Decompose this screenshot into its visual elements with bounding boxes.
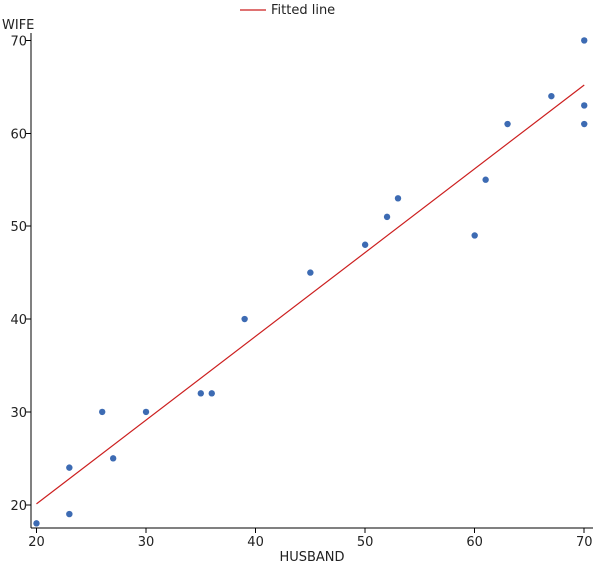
data-point — [548, 92, 555, 100]
data-points-layer — [33, 37, 588, 527]
data-point — [197, 390, 205, 397]
data-point — [581, 102, 588, 109]
data-point — [142, 408, 150, 416]
x-tick-label: 20 — [28, 535, 45, 550]
y-tick-label: 30 — [10, 406, 27, 421]
x-tick-label: 30 — [138, 535, 155, 550]
data-point — [109, 455, 117, 462]
data-point — [66, 464, 73, 471]
data-point — [66, 510, 73, 518]
data-point — [383, 213, 391, 221]
x-tick-label: 70 — [576, 535, 593, 550]
data-point — [471, 232, 478, 239]
data-point — [361, 241, 369, 248]
data-point — [581, 37, 588, 44]
y-tick-label: 50 — [10, 220, 27, 235]
x-tick-label: 50 — [357, 535, 374, 550]
x-tick-label: 40 — [247, 535, 264, 550]
data-point — [581, 120, 588, 128]
data-point — [482, 176, 489, 183]
y-tick-label: 70 — [10, 34, 27, 49]
data-point — [241, 315, 248, 323]
x-axis-title: HUSBAND — [279, 550, 344, 565]
x-tick-label: 60 — [466, 535, 483, 550]
legend: Fitted line — [240, 3, 335, 18]
fitted-line-layer — [36, 84, 585, 505]
y-tick-label: 20 — [10, 499, 27, 514]
fitted-line — [36, 84, 585, 505]
legend-label-fitted-line: Fitted line — [271, 3, 335, 18]
y-axis-title: WIFE — [2, 18, 34, 33]
data-point — [99, 408, 106, 416]
y-tick-label: 60 — [10, 127, 27, 142]
axis-ticks: 20 30 40 50 60 70 20 30 40 50 60 70 — [10, 34, 592, 550]
data-point — [307, 269, 314, 276]
data-point — [33, 520, 40, 527]
data-point — [394, 195, 402, 202]
y-tick-label: 40 — [10, 313, 27, 328]
data-point — [504, 120, 511, 128]
data-point — [208, 390, 215, 397]
